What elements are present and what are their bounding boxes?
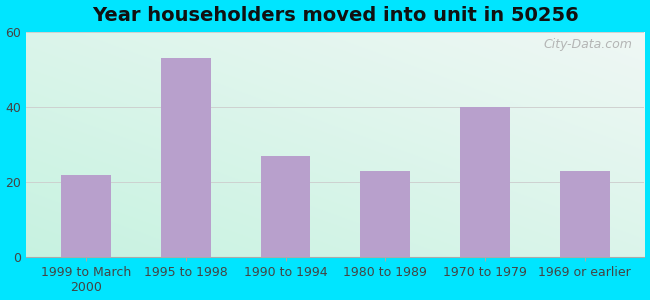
Bar <box>360 171 410 257</box>
Title: Year householders moved into unit in 50256: Year householders moved into unit in 502… <box>92 6 578 25</box>
Bar <box>61 175 111 257</box>
Text: City-Data.com: City-Data.com <box>543 38 632 51</box>
Bar <box>261 156 311 257</box>
Bar <box>460 107 510 257</box>
Bar <box>161 58 211 257</box>
Bar <box>560 171 610 257</box>
